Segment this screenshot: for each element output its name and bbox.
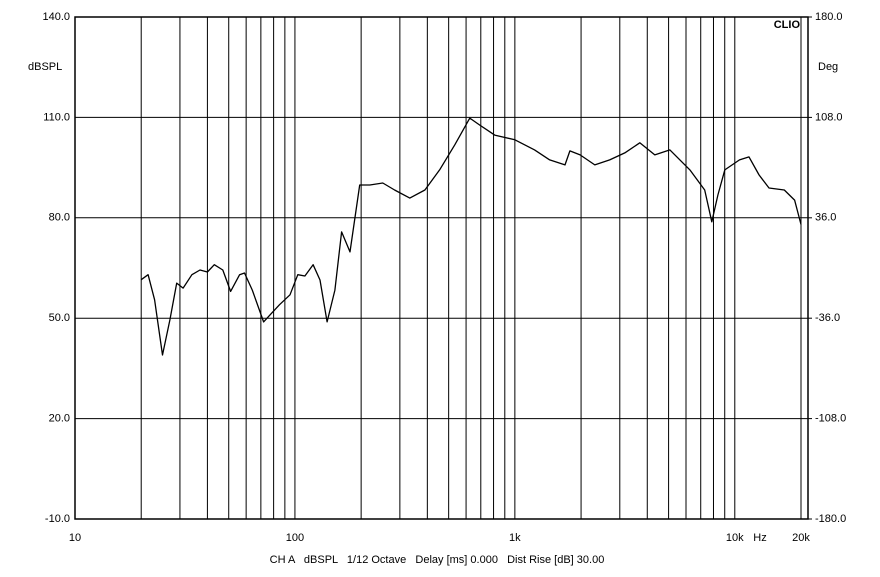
plot-border (74, 16, 809, 520)
y-tick-label: 110.0 (43, 111, 70, 123)
y-tick-label: -10.0 (45, 513, 70, 525)
x-tick-label: 1k (509, 532, 521, 544)
y-tick-label: 140.0 (42, 11, 70, 23)
y2-axis-label: Deg (818, 61, 838, 73)
y2-tick-label: -36.0 (815, 312, 840, 324)
response-line (140, 117, 802, 356)
footer: CH A dBSPL 1/12 Octave Delay [ms] 0.000 … (270, 554, 605, 566)
y2-tick-label: 180.0 (815, 11, 843, 23)
x-unit: Hz (753, 532, 766, 544)
y2-tick-label: 36.0 (815, 212, 836, 224)
y-axis-label: dBSPL (28, 61, 62, 73)
x-tick-label: 10 (69, 532, 81, 544)
y-tick-label: 20.0 (49, 413, 70, 425)
y-tick-label: 50.0 (49, 312, 70, 324)
x-tick-label: 100 (286, 532, 304, 544)
x-tick-label: 20k (792, 532, 810, 544)
brand: CLIO (774, 19, 801, 31)
y2-tick-label: -180.0 (815, 513, 846, 525)
y-tick-label: 80.0 (49, 212, 70, 224)
y2-tick-label: 108.0 (815, 111, 843, 123)
y2-tick-label: -108.0 (815, 413, 846, 425)
x-tick-label: 10k (726, 532, 744, 544)
